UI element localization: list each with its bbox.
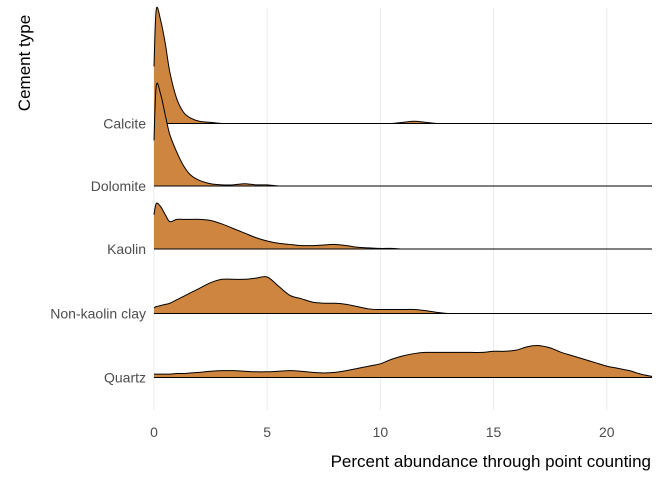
x-tick-label: 0 [150, 424, 158, 440]
ridge-quartz [154, 345, 653, 378]
y-tick-labels: Calcite Dolomite Kaolin Non-kaolin clay Quar… [50, 116, 146, 386]
ridge-outline-calcite [153, 6, 652, 124]
y-axis-title: Cement type [15, 15, 34, 111]
ridge-calcite [153, 6, 652, 124]
x-tick-label: 20 [599, 424, 615, 440]
x-tick-label: 5 [263, 424, 271, 440]
ridge-fill-non-kaolin-clay [154, 276, 652, 314]
ridge-fill-calcite [154, 7, 652, 124]
ridge-outline-dolomite [153, 82, 652, 187]
x-tick-label: 15 [486, 424, 502, 440]
ridge-outline-quartz [154, 345, 653, 377]
x-tick-label: 10 [373, 424, 389, 440]
y-tick-label-dolomite: Dolomite [91, 178, 146, 194]
ridge-fill-quartz [154, 345, 652, 378]
y-tick-label-calcite: Calcite [103, 116, 146, 132]
grid-lines [153, 8, 608, 410]
ridge-fill-dolomite [154, 83, 652, 186]
y-tick-label-quartz: Quartz [104, 370, 146, 386]
ridge-dolomite [153, 82, 652, 187]
ridge-kaolin [153, 202, 652, 250]
ridge-non-kaolin-clay [153, 276, 652, 314]
x-tick-labels: 0 5 10 15 20 [150, 424, 615, 440]
ridge-fill-kaolin [154, 203, 652, 249]
y-tick-label-kaolin: Kaolin [107, 241, 146, 257]
y-tick-label-non-kaolin-clay: Non-kaolin clay [50, 306, 146, 322]
ridge-series [153, 6, 653, 378]
x-axis-title: Percent abundance through point counting [331, 452, 651, 471]
